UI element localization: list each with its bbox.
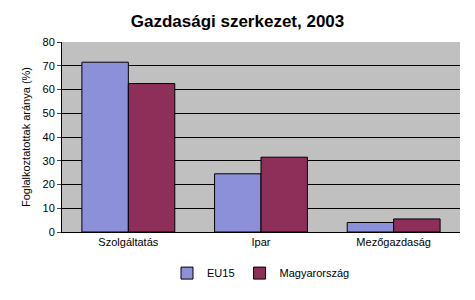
svg-text:Foglalkoztatottak aránya (%): Foglalkoztatottak aránya (%) [20,67,32,207]
svg-text:Mezőgazdaság: Mezőgazdaság [356,236,431,248]
svg-text:Ipar: Ipar [252,236,271,248]
svg-text:80: 80 [43,36,55,48]
svg-text:EU15: EU15 [207,267,235,279]
svg-text:50: 50 [43,107,55,119]
svg-text:30: 30 [43,155,55,167]
svg-text:Szolgáltatás: Szolgáltatás [98,236,158,248]
svg-text:40: 40 [43,131,55,143]
svg-text:20: 20 [43,178,55,190]
svg-text:Magyarország: Magyarország [280,267,350,279]
svg-text:70: 70 [43,60,55,72]
svg-text:60: 60 [43,83,55,95]
svg-text:10: 10 [43,202,55,214]
svg-text:0: 0 [49,226,55,238]
svg-text:Gazdasági szerkezet, 2003: Gazdasági szerkezet, 2003 [131,12,345,31]
